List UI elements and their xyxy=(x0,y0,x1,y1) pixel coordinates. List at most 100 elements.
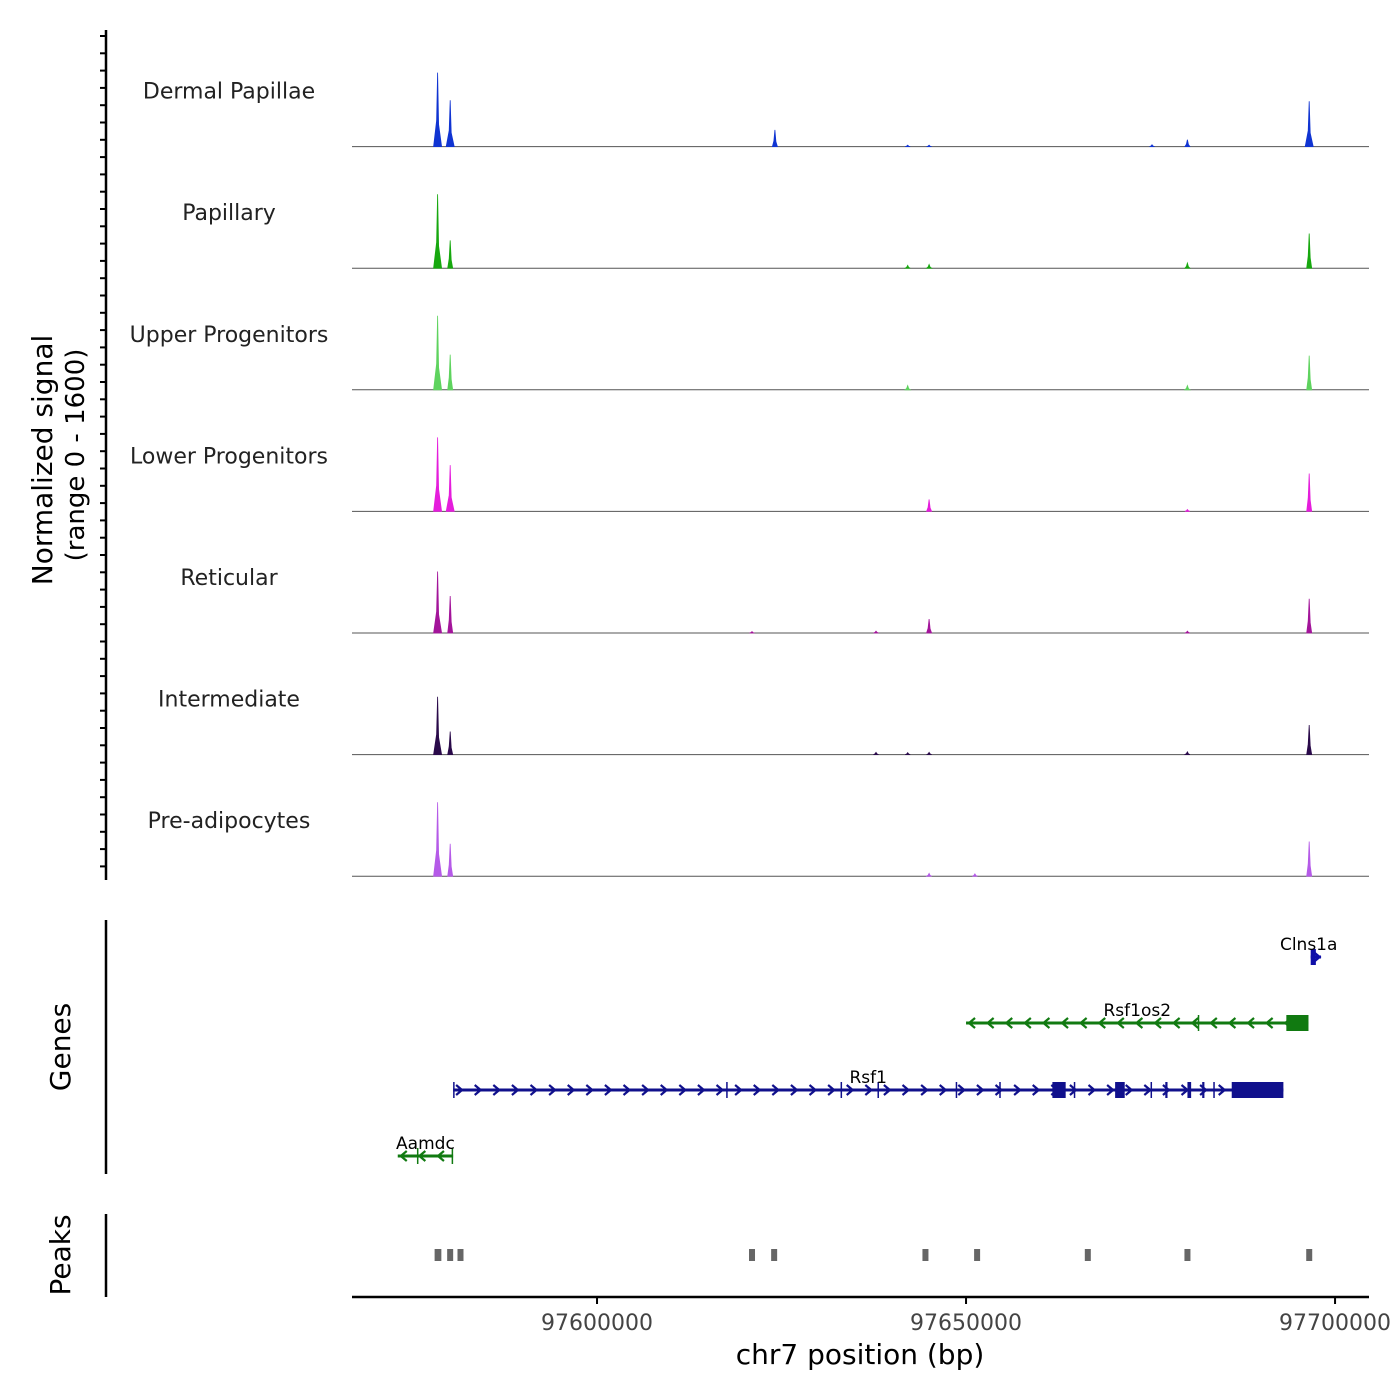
signal-peak xyxy=(445,100,455,147)
coverage-track: Dermal Papillae xyxy=(143,72,1369,148)
strand-arrow xyxy=(604,1084,613,1096)
y-axis-label-line2: (range 0 - 1600) xyxy=(61,349,91,562)
strand-arrow xyxy=(1209,1017,1218,1029)
signal-peak xyxy=(433,571,443,634)
gene-exon xyxy=(1073,1082,1076,1098)
strand-arrow xyxy=(678,1084,688,1096)
x-tick-label: 97700000 xyxy=(1279,1311,1391,1336)
gene-exon xyxy=(840,1082,843,1098)
signal-peak xyxy=(433,802,443,877)
gene-exon xyxy=(877,1082,879,1098)
signal-peak xyxy=(925,263,933,269)
gene-exon xyxy=(1231,1082,1284,1098)
genes-panel-label: Genes xyxy=(44,1003,77,1091)
gene-exon xyxy=(453,1082,455,1098)
strand-arrow xyxy=(474,1084,483,1096)
signal-peak xyxy=(1306,724,1313,755)
signal-peak xyxy=(447,240,454,269)
peak-region xyxy=(922,1249,929,1261)
signal-peak xyxy=(873,751,879,755)
signal-peak xyxy=(1183,750,1191,755)
track-label: Papillary xyxy=(182,201,276,226)
signal-peak xyxy=(926,144,932,147)
strand-arrow xyxy=(967,1017,976,1029)
strand-arrow xyxy=(1264,1017,1274,1029)
strand-arrow xyxy=(920,1084,929,1096)
signal-peak xyxy=(447,731,454,755)
coverage-track: Papillary xyxy=(182,194,1369,269)
signal-peak xyxy=(433,315,443,391)
signal-peak xyxy=(433,194,443,269)
signal-peak xyxy=(447,595,454,634)
signal-peak xyxy=(1306,473,1313,512)
peaks-panel-label: Peaks xyxy=(44,1214,77,1295)
peak-region xyxy=(457,1249,464,1261)
peak-region xyxy=(749,1249,756,1261)
signal-peak xyxy=(1306,598,1313,634)
coverage-track: Pre-adipocytes xyxy=(148,802,1369,877)
gene-exon xyxy=(1197,1015,1200,1031)
coverage-track: Lower Progenitors xyxy=(130,437,1369,512)
gene-model: Clns1a xyxy=(1280,935,1337,965)
strand-arrow xyxy=(1134,1017,1144,1029)
gene-exon xyxy=(1202,1082,1205,1098)
gene-exon xyxy=(1286,1015,1309,1031)
strand-arrow xyxy=(1162,1084,1171,1096)
peak-region xyxy=(447,1249,454,1261)
peak-region xyxy=(434,1249,441,1261)
strand-arrow xyxy=(1097,1017,1106,1029)
strand-arrow xyxy=(864,1084,874,1096)
x-axis-ticks: 97600000 97650000 97700000 xyxy=(541,1297,1391,1336)
track-label: Reticular xyxy=(180,566,278,591)
gene-model: Aamdc xyxy=(396,1134,455,1164)
gene-exon xyxy=(1187,1082,1192,1098)
strand-arrow xyxy=(585,1084,595,1096)
strand-arrow xyxy=(1060,1017,1069,1029)
strand-arrow xyxy=(492,1084,502,1096)
strand-arrow xyxy=(1143,1084,1153,1096)
gene-exon xyxy=(726,1082,728,1098)
gene-exon xyxy=(1310,949,1316,965)
strand-arrow xyxy=(1069,1084,1078,1096)
strand-arrow xyxy=(529,1084,539,1096)
gene-exon xyxy=(1165,1082,1168,1098)
gene-label: Aamdc xyxy=(396,1134,455,1154)
signal-peak xyxy=(771,129,778,147)
signal-peak xyxy=(749,631,755,634)
track-label: Lower Progenitors xyxy=(130,444,328,469)
x-tick-label: 97650000 xyxy=(910,1311,1022,1336)
strand-arrow xyxy=(901,1084,911,1096)
peak-region xyxy=(1084,1249,1091,1261)
signal-peak xyxy=(904,384,912,391)
peak-track xyxy=(434,1249,1313,1261)
strand-arrow xyxy=(622,1084,632,1096)
strand-arrow xyxy=(1171,1017,1181,1029)
coverage-track: Reticular xyxy=(180,566,1369,634)
strand-arrow xyxy=(1227,1017,1237,1029)
strand-arrow xyxy=(753,1084,762,1096)
strand-arrow xyxy=(1218,1084,1227,1096)
strand-arrow xyxy=(976,1084,985,1096)
signal-peak xyxy=(1184,630,1191,634)
strand-arrow xyxy=(734,1084,743,1096)
gene-exon xyxy=(1150,1082,1153,1098)
strand-arrow xyxy=(1023,1017,1032,1029)
strand-arrow xyxy=(883,1084,892,1096)
track-label: Upper Progenitors xyxy=(130,323,329,348)
signal-peak xyxy=(1306,355,1313,391)
signal-peak xyxy=(926,619,933,634)
track-label: Pre-adipocytes xyxy=(148,809,311,834)
strand-arrow xyxy=(641,1084,650,1096)
gene-model: Rsf1os2 xyxy=(966,1001,1309,1031)
strand-arrow xyxy=(697,1084,706,1096)
peak-region xyxy=(1184,1249,1191,1261)
strand-arrow xyxy=(1078,1017,1088,1029)
gene-exon xyxy=(1052,1082,1066,1098)
strand-arrow xyxy=(790,1084,799,1096)
signal-peak xyxy=(447,843,454,877)
track-label: Intermediate xyxy=(158,688,300,713)
gene-exon xyxy=(955,1082,958,1098)
signal-peak xyxy=(903,264,911,269)
peak-region xyxy=(771,1249,778,1261)
